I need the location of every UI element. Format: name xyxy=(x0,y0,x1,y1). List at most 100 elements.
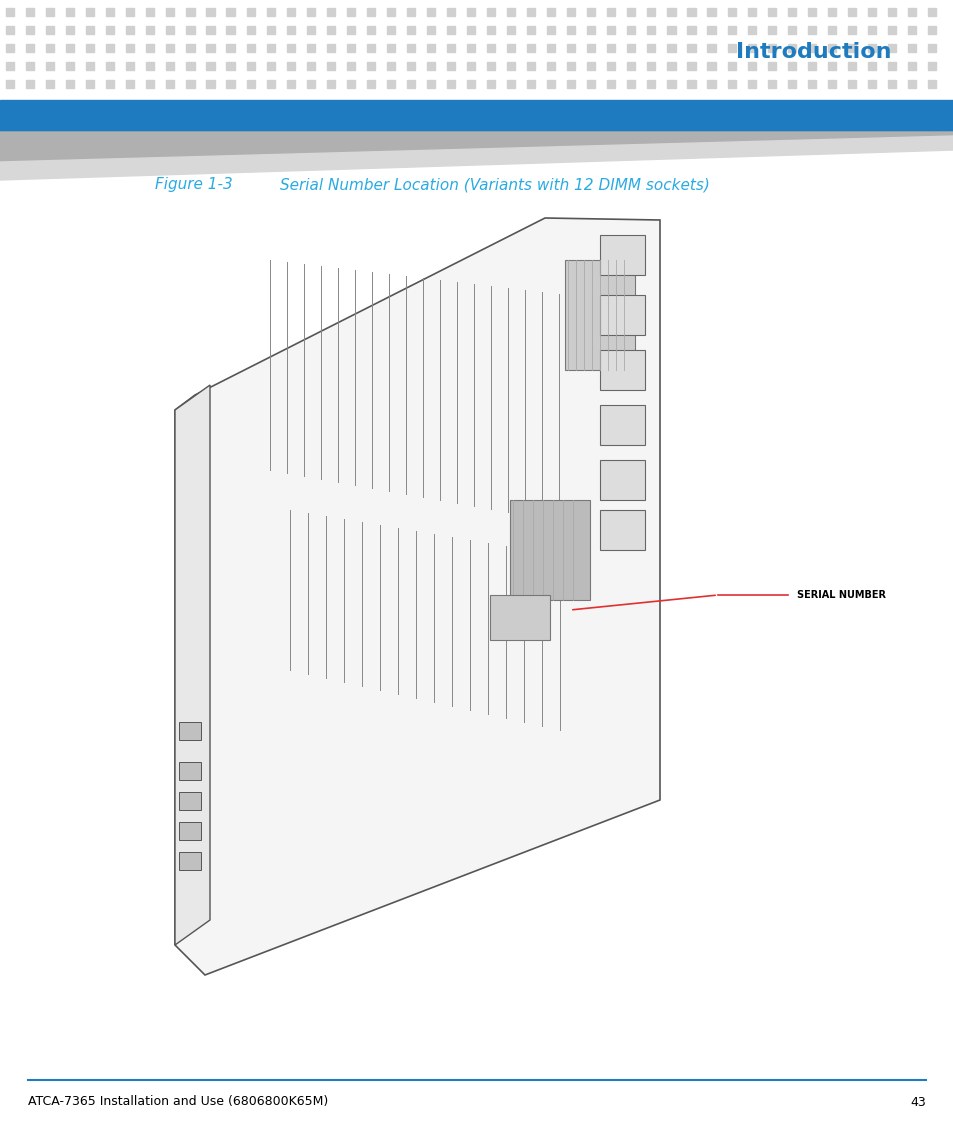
Bar xyxy=(607,44,615,52)
Bar xyxy=(179,822,201,840)
Bar xyxy=(667,8,675,16)
Bar xyxy=(627,80,635,88)
Bar xyxy=(446,8,455,16)
Bar xyxy=(647,8,655,16)
Bar xyxy=(346,44,355,52)
Bar xyxy=(807,80,815,88)
Bar xyxy=(66,8,74,16)
Bar xyxy=(286,8,294,16)
Bar xyxy=(286,80,294,88)
Bar xyxy=(26,26,34,34)
Bar xyxy=(466,26,475,34)
Bar xyxy=(707,62,715,70)
Bar xyxy=(807,8,815,16)
Bar xyxy=(867,80,875,88)
Bar xyxy=(647,62,655,70)
Bar xyxy=(86,62,94,70)
Bar xyxy=(346,8,355,16)
Bar xyxy=(306,44,314,52)
Bar xyxy=(927,26,935,34)
Bar xyxy=(166,8,174,16)
Bar xyxy=(206,44,214,52)
Bar xyxy=(527,62,535,70)
Bar xyxy=(507,62,515,70)
Bar xyxy=(26,8,34,16)
Bar xyxy=(86,26,94,34)
Bar xyxy=(587,26,595,34)
Bar xyxy=(246,62,254,70)
Bar xyxy=(667,26,675,34)
Bar xyxy=(747,44,755,52)
Bar xyxy=(607,8,615,16)
Bar xyxy=(527,44,535,52)
Bar xyxy=(647,44,655,52)
Bar xyxy=(206,8,214,16)
Bar xyxy=(306,62,314,70)
Bar xyxy=(587,8,595,16)
Bar xyxy=(386,8,395,16)
Bar xyxy=(179,722,201,740)
Bar xyxy=(206,26,214,34)
Bar xyxy=(426,44,435,52)
Bar xyxy=(386,26,395,34)
Bar xyxy=(527,80,535,88)
Bar xyxy=(66,80,74,88)
Polygon shape xyxy=(174,218,659,976)
Bar xyxy=(627,8,635,16)
Bar xyxy=(406,62,415,70)
Bar xyxy=(246,44,254,52)
Bar xyxy=(246,8,254,16)
Bar xyxy=(667,80,675,88)
Bar xyxy=(306,80,314,88)
Bar xyxy=(907,80,915,88)
Bar xyxy=(599,460,644,500)
Bar xyxy=(587,62,595,70)
Bar xyxy=(587,44,595,52)
Bar xyxy=(767,44,775,52)
Bar xyxy=(46,80,54,88)
Bar xyxy=(567,62,575,70)
Bar xyxy=(186,44,194,52)
Bar xyxy=(727,8,735,16)
Bar xyxy=(687,26,695,34)
Bar xyxy=(847,26,855,34)
Bar xyxy=(647,26,655,34)
Bar xyxy=(627,62,635,70)
Bar xyxy=(146,80,154,88)
Bar xyxy=(426,8,435,16)
Bar xyxy=(366,44,375,52)
Bar xyxy=(927,44,935,52)
Bar xyxy=(827,26,835,34)
Bar xyxy=(426,26,435,34)
Bar xyxy=(707,80,715,88)
Bar xyxy=(767,62,775,70)
Bar xyxy=(146,62,154,70)
Bar xyxy=(787,62,795,70)
Bar xyxy=(46,44,54,52)
Bar xyxy=(286,44,294,52)
Bar xyxy=(226,80,234,88)
Bar xyxy=(567,26,575,34)
Bar xyxy=(847,62,855,70)
Bar xyxy=(487,62,495,70)
Bar xyxy=(507,80,515,88)
Bar xyxy=(487,8,495,16)
Bar xyxy=(106,44,114,52)
Bar xyxy=(607,26,615,34)
Bar xyxy=(186,62,194,70)
Bar xyxy=(807,62,815,70)
Polygon shape xyxy=(0,136,953,180)
Bar xyxy=(887,62,895,70)
Bar xyxy=(126,80,134,88)
Bar xyxy=(326,80,335,88)
Bar xyxy=(326,62,335,70)
Bar xyxy=(426,62,435,70)
Bar xyxy=(86,8,94,16)
Bar xyxy=(599,350,644,390)
Bar xyxy=(767,8,775,16)
Bar xyxy=(747,26,755,34)
Bar xyxy=(186,80,194,88)
Bar xyxy=(106,62,114,70)
Bar xyxy=(527,8,535,16)
Bar xyxy=(446,26,455,34)
